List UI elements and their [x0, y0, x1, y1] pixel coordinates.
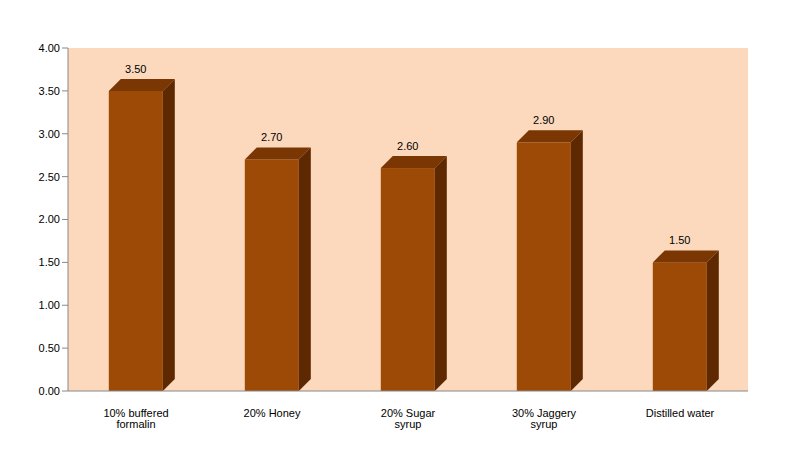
svg-text:30% Jaggerysyrup: 30% Jaggerysyrup — [512, 407, 577, 430]
svg-text:4.00: 4.00 — [39, 42, 60, 54]
svg-text:2.50: 2.50 — [39, 171, 60, 183]
svg-text:2.70: 2.70 — [261, 131, 282, 143]
svg-text:10% bufferedformalin: 10% bufferedformalin — [103, 407, 168, 430]
svg-text:0.00: 0.00 — [39, 385, 60, 397]
svg-text:Distilled water: Distilled water — [646, 407, 715, 419]
svg-text:20% Honey: 20% Honey — [244, 407, 301, 419]
svg-text:1.50: 1.50 — [39, 256, 60, 268]
svg-text:3.50: 3.50 — [125, 63, 146, 75]
svg-text:1.50: 1.50 — [669, 234, 690, 246]
svg-text:20% Sugarsyrup: 20% Sugarsyrup — [381, 407, 436, 430]
svg-text:2.00: 2.00 — [39, 213, 60, 225]
svg-text:1.00: 1.00 — [39, 299, 60, 311]
svg-text:0.50: 0.50 — [39, 342, 60, 354]
svg-text:3.50: 3.50 — [39, 85, 60, 97]
svg-text:2.90: 2.90 — [533, 114, 554, 126]
svg-text:3.00: 3.00 — [39, 128, 60, 140]
svg-text:2.60: 2.60 — [397, 140, 418, 152]
